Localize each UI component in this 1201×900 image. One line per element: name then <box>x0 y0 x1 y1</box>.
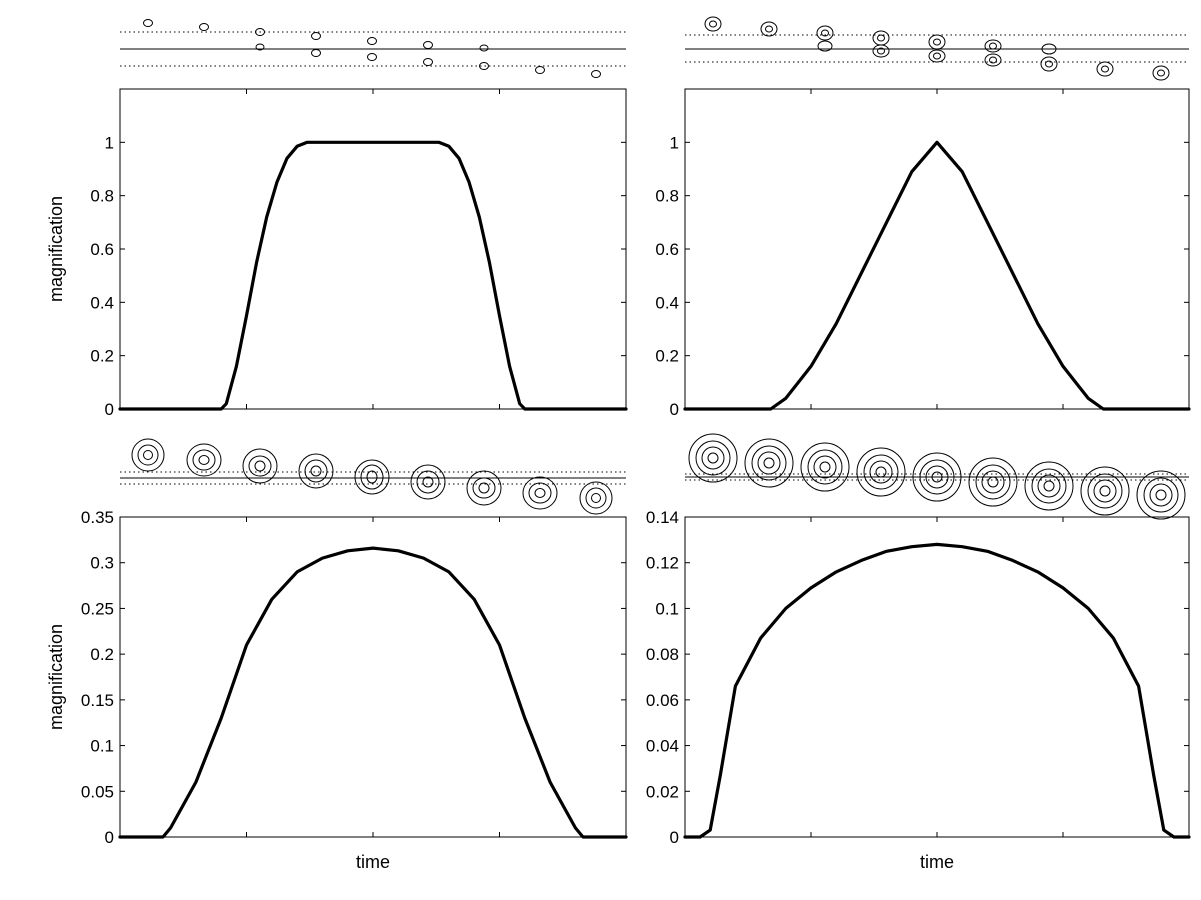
lens-strip-bottom-left <box>120 438 626 515</box>
y-tick-label: 0.4 <box>655 293 679 312</box>
source-marker <box>522 476 558 510</box>
source-marker <box>1041 43 1057 55</box>
source-marker <box>912 452 962 502</box>
source-marker <box>591 70 601 78</box>
source-marker <box>199 23 209 31</box>
y-tick-label: 0.04 <box>646 737 679 756</box>
source-marker <box>298 453 334 489</box>
magnification-curve <box>683 140 1191 411</box>
y-tick-label: 0.2 <box>90 347 114 366</box>
y-tick-label: 0.1 <box>655 599 679 618</box>
y-tick-label: 0.8 <box>90 187 114 206</box>
plot-frame <box>684 88 1190 410</box>
source-marker <box>984 39 1002 53</box>
source-marker <box>760 21 778 37</box>
y-tick-label: 0 <box>670 400 679 419</box>
source-marker <box>928 34 946 50</box>
y-tick-label: 0.1 <box>90 737 114 756</box>
source-marker <box>984 53 1002 67</box>
magnification-curve <box>118 140 628 411</box>
source-marker <box>479 44 489 52</box>
y-tick-label: 0 <box>105 400 114 419</box>
source-marker <box>816 25 834 41</box>
y-tick-label: 0.2 <box>655 347 679 366</box>
y-tick-label: 1 <box>105 133 114 152</box>
source-marker <box>242 448 278 484</box>
y-tick-label: 0.6 <box>655 240 679 259</box>
plot-frame <box>684 516 1190 838</box>
source-marker <box>131 438 165 472</box>
source-marker <box>367 37 377 45</box>
magnification-plot-bottom-left: 0 0.05 0.1 0.15 0.2 0.25 0.3 0.35 magnification t… <box>46 508 628 872</box>
y-tick-label: 0.02 <box>646 782 679 801</box>
source-marker <box>1136 470 1186 520</box>
y-tick-label: 0.8 <box>655 187 679 206</box>
x-axis-label: time <box>920 852 954 872</box>
magnification-curve <box>683 542 1191 839</box>
source-marker <box>928 49 946 63</box>
lens-strip-top-left <box>120 19 626 78</box>
source-marker <box>1040 56 1058 72</box>
magnification-curve <box>118 546 628 839</box>
source-marker <box>255 28 265 36</box>
plot-frame <box>119 88 627 410</box>
y-tick-label: 0.6 <box>90 240 114 259</box>
source-marker <box>143 19 153 27</box>
source-marker <box>1024 461 1074 511</box>
source-marker <box>872 44 890 58</box>
source-marker <box>579 481 613 515</box>
y-tick-label: 0.15 <box>81 691 114 710</box>
lens-strip-top-right <box>685 16 1189 81</box>
y-tick-label: 0.14 <box>646 508 679 527</box>
magnification-plot-bottom-right: 0 0.02 0.04 0.06 0.08 0.1 0.12 0.14 time <box>646 508 1191 872</box>
source-marker <box>410 464 446 500</box>
source-marker <box>186 443 222 477</box>
plot-frame <box>119 516 627 838</box>
source-marker <box>311 49 321 57</box>
y-tick-label: 0.35 <box>81 508 114 527</box>
source-marker <box>1080 466 1130 516</box>
source-marker <box>423 58 433 66</box>
source-marker <box>1152 65 1170 81</box>
source-marker <box>968 457 1018 507</box>
y-tick-label: 0.06 <box>646 691 679 710</box>
source-marker <box>744 438 794 488</box>
magnification-plot-top-left: 0 0.2 0.4 0.6 0.8 1 magnification <box>46 88 628 419</box>
source-marker <box>367 53 377 61</box>
magnification-plot-top-right: 0 0.2 0.4 0.6 0.8 1 <box>655 88 1191 419</box>
y-axis-label: magnification <box>46 196 66 302</box>
source-marker <box>856 447 906 497</box>
source-marker <box>354 459 390 495</box>
x-axis-label: time <box>356 852 390 872</box>
y-tick-label: 0.3 <box>90 554 114 573</box>
source-marker <box>311 32 321 40</box>
y-tick-label: 0.12 <box>646 554 679 573</box>
y-tick-label: 0.08 <box>646 645 679 664</box>
y-tick-label: 0.4 <box>90 293 114 312</box>
lens-strip-bottom-right <box>685 433 1189 520</box>
y-tick-label: 0 <box>105 828 114 847</box>
source-marker <box>535 66 545 74</box>
source-marker <box>423 41 433 49</box>
y-tick-label: 0.25 <box>81 599 114 618</box>
source-marker <box>817 40 833 52</box>
y-tick-label: 0 <box>670 828 679 847</box>
y-tick-label: 0.2 <box>90 645 114 664</box>
y-tick-label: 0.05 <box>81 782 114 801</box>
y-axis-label: magnification <box>46 624 66 730</box>
source-marker <box>255 43 265 51</box>
source-marker <box>800 442 850 492</box>
source-marker <box>688 433 738 483</box>
source-marker <box>479 62 489 70</box>
source-marker <box>872 30 890 46</box>
source-marker <box>466 470 502 506</box>
source-marker <box>704 16 722 32</box>
source-marker <box>1096 61 1114 77</box>
y-tick-label: 1 <box>670 133 679 152</box>
